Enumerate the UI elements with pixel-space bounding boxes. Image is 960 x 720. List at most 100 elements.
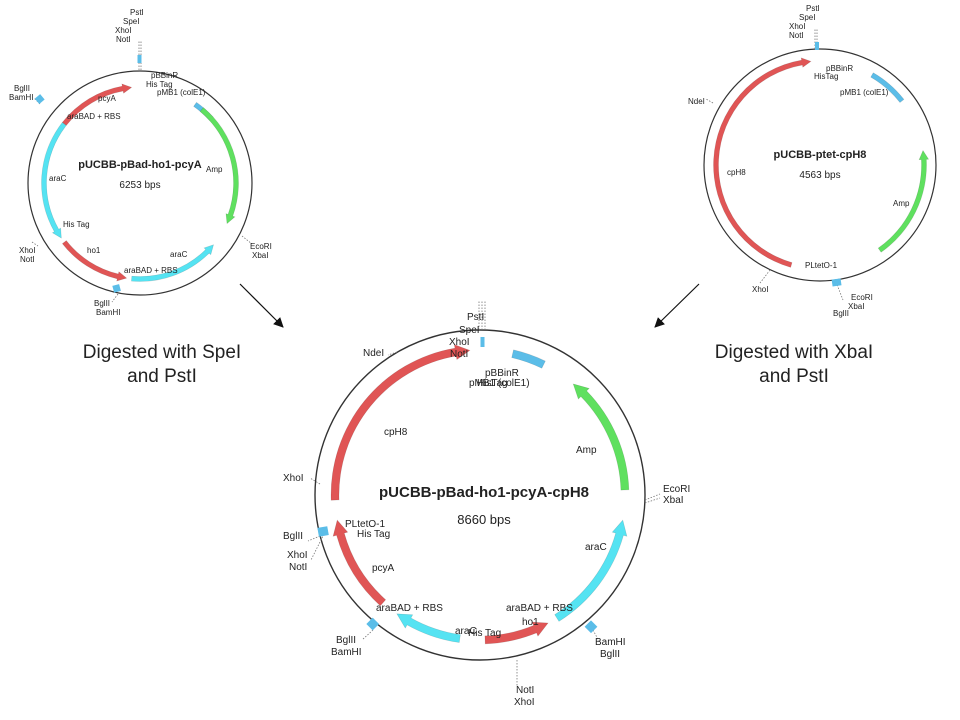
label: araC	[170, 250, 188, 259]
label: XhoI	[752, 285, 768, 294]
plasmid-c: pUCBB-pBad-ho1-pcyA-cpH8 8660 bps PstI S…	[283, 300, 690, 708]
arrow-left	[239, 283, 284, 328]
pmb1-feature	[870, 72, 905, 103]
label: His Tag	[468, 628, 501, 639]
label: BglII	[336, 635, 356, 646]
label: BamHI	[331, 647, 362, 658]
label: PLtetO-1	[345, 519, 385, 530]
label: BglII	[833, 309, 849, 318]
plasmid-c-site-marker-top	[480, 337, 485, 347]
label: XbaI	[848, 302, 864, 311]
label: XbaI	[663, 495, 684, 506]
label: Amp	[206, 165, 223, 174]
label: XhoI	[449, 337, 470, 348]
plasmid-c-backbone	[314, 329, 646, 661]
label: XhoI	[283, 473, 304, 484]
caption-left-line1: Digested with SpeI	[83, 342, 241, 363]
cph8-gene-arrow	[330, 344, 471, 501]
label: pBBinR	[151, 71, 178, 80]
plasmid-c-site-leaders	[307, 300, 661, 686]
label: BglII	[600, 649, 620, 660]
label: XhoI	[789, 22, 805, 31]
caption-right-line2: and PstI	[759, 366, 829, 387]
plasmid-a-backbone	[27, 70, 253, 296]
ho1-gene-arrow	[484, 621, 549, 645]
label: Amp	[893, 199, 910, 208]
label: HisTag	[477, 378, 508, 389]
label: araC	[585, 542, 607, 553]
label: araC	[455, 626, 477, 637]
label: NotI	[516, 685, 534, 696]
label: EcoRI	[250, 242, 272, 251]
arac-gene-arrow	[41, 121, 67, 239]
label: araBAD + RBS	[124, 266, 178, 275]
label: BamHI	[9, 93, 33, 102]
amp-gene-arrow	[877, 149, 930, 253]
label: araC	[49, 174, 67, 183]
label: araBAD + RBS	[506, 603, 573, 614]
amp-gene-arrow	[572, 383, 630, 491]
arrow-right	[654, 283, 700, 328]
label: PLtetO-1	[805, 261, 838, 270]
caption-left-line2: and PstI	[127, 366, 197, 387]
label: EcoRI	[663, 484, 690, 495]
plasmid-a-name: pUCBB-pBad-ho1-pcyA	[78, 159, 201, 171]
label: PstI	[467, 312, 484, 323]
label: BglII	[94, 299, 110, 308]
label: araBAD + RBS	[67, 112, 121, 121]
label: SpeI	[799, 13, 815, 22]
plasmid-b-site-marker-top	[815, 42, 819, 50]
label: PstI	[130, 8, 144, 17]
label: XhoI	[19, 246, 35, 255]
label: XhoI	[287, 550, 308, 561]
label: NotI	[116, 35, 131, 44]
label: NdeI	[363, 348, 384, 359]
pmb1-feature	[511, 349, 546, 369]
arac-gene-arrow	[554, 519, 628, 622]
plasmid-b-site-marker-bottom	[831, 278, 842, 287]
arac-gene-arrow	[131, 244, 214, 282]
label: araBAD + RBS	[376, 603, 443, 614]
cph8-gene-arrow	[713, 57, 812, 268]
label: His Tag	[357, 529, 390, 540]
plasmid-a-size: 6253 bps	[119, 180, 160, 191]
plasmid-a: pUCBB-pBad-ho1-pcyA 6253 bps PstI SpeI X…	[9, 8, 272, 317]
label: SpeI	[123, 17, 139, 26]
label: PstI	[806, 4, 820, 13]
plasmid-a-site-marker-top	[137, 55, 142, 63]
label: ho1	[522, 617, 539, 628]
label: XhoI	[514, 697, 535, 708]
label: HisTag	[814, 72, 838, 81]
label: His Tag	[63, 220, 90, 229]
label: NotI	[789, 31, 804, 40]
label: BglII	[283, 531, 303, 542]
pcya-gene-arrow	[332, 519, 387, 607]
plasmid-b-size: 4563 bps	[799, 170, 840, 181]
label: EcoRI	[851, 293, 873, 302]
label: pMB1 (colE1)	[157, 88, 206, 97]
plasmid-a-site-marker-left	[34, 94, 45, 104]
arac-gene-arrow	[396, 613, 461, 643]
plasmid-a-features	[41, 83, 239, 282]
label: Amp	[576, 445, 597, 456]
label: pMB1 (colE1)	[469, 378, 530, 389]
label: NotI	[20, 255, 35, 264]
amp-gene-arrow	[199, 107, 239, 225]
label: BamHI	[96, 308, 120, 317]
plasmid-c-size: 8660 bps	[457, 512, 511, 527]
label: SpeI	[459, 325, 480, 336]
plasmid-b-backbone	[703, 48, 937, 282]
label: pMB1 (colE1)	[840, 88, 889, 97]
label: cpH8	[727, 168, 746, 177]
label: NdeI	[688, 97, 705, 106]
label: ho1	[87, 246, 101, 255]
label: NotI	[450, 349, 468, 360]
label: XbaI	[252, 251, 268, 260]
plasmid-b: pUCBB-ptet-cpH8 4563 bps PstI SpeI XhoI …	[688, 4, 937, 318]
label: pcyA	[98, 94, 116, 103]
plasmid-c-site-marker-left	[317, 526, 329, 537]
label: cpH8	[384, 427, 408, 438]
ho1-gene-arrow	[61, 240, 128, 282]
label: BamHI	[595, 637, 626, 648]
